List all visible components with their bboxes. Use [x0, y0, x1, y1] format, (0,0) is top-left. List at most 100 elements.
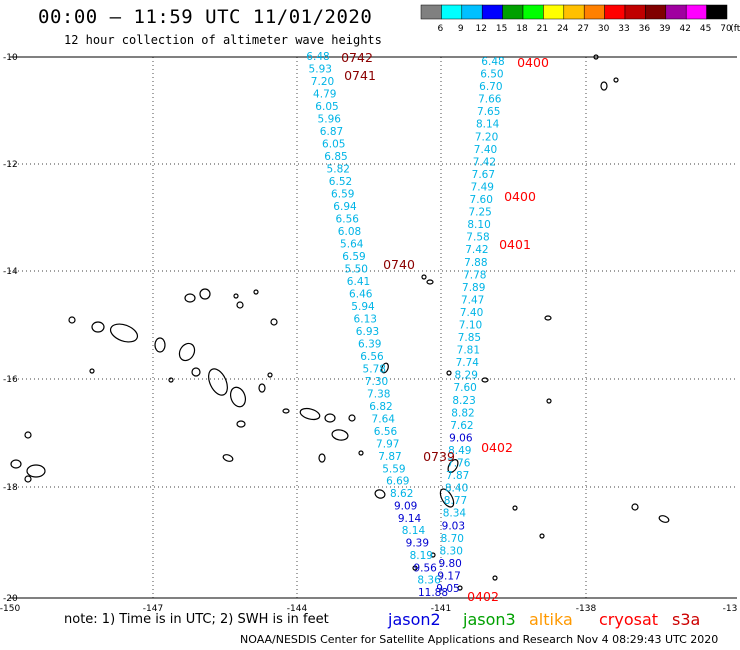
- color-swatch: [502, 4, 524, 20]
- swh-value-east: 7.49: [471, 181, 494, 193]
- time-label-east: 0402: [467, 589, 499, 604]
- y-tick-label: -10: [3, 53, 18, 63]
- swh-value-west: 6.59: [342, 251, 365, 263]
- swh-value-east: 7.20: [475, 131, 498, 143]
- swh-value-west: 6.13: [354, 314, 377, 326]
- swh-value-east: 8.77: [444, 495, 467, 507]
- swh-value-west: 6.59: [331, 189, 354, 201]
- island-outline: [299, 407, 321, 421]
- color-label: 6: [438, 24, 444, 34]
- color-scale-bar: 6 9 12 15 18 21 24 27 30 33 36 39 42 45 70(ft): [420, 4, 740, 34]
- swh-value-east: 9.05: [436, 583, 459, 595]
- axis-tick-labels: -150 -147 -144 -141 -138 -13 -10 -12 -14 -16 -18 -2…: [0, 53, 737, 614]
- swh-value-east: 7.66: [478, 94, 502, 106]
- swh-value-west: 6.93: [356, 326, 379, 338]
- y-tick-label: -20: [3, 594, 18, 604]
- swh-value-west: 5.82: [327, 164, 350, 176]
- swh-value-east: 8.40: [445, 483, 468, 495]
- island-outline: [253, 289, 259, 295]
- swh-value-east: 8.30: [440, 545, 463, 557]
- y-tick-label: -14: [3, 267, 18, 277]
- swh-value-west: 6.85: [324, 151, 347, 163]
- island-outline: [178, 342, 196, 362]
- swh-value-east: 7.60: [470, 194, 493, 206]
- island-outline: [258, 383, 266, 393]
- island-outline: [154, 337, 166, 353]
- swh-value-west: 7.38: [367, 389, 390, 401]
- island-outline: [481, 377, 489, 383]
- swh-value-east: 7.60: [453, 382, 476, 394]
- color-swatch: [583, 4, 605, 20]
- swh-value-west: 5.78: [363, 364, 386, 376]
- y-tick-label: -18: [3, 483, 18, 493]
- swh-value-east: 9.03: [442, 520, 465, 532]
- x-tick-label: -13: [723, 604, 738, 614]
- color-label: 18: [516, 24, 528, 34]
- legend-s3a: s3a: [672, 610, 701, 629]
- swh-value-west: 6.82: [369, 401, 392, 413]
- swh-value-west: 8.19: [410, 550, 433, 562]
- color-swatch: [706, 4, 728, 20]
- island-outline: [318, 453, 326, 463]
- swh-value-west: 6.48: [306, 51, 329, 63]
- island-outline: [381, 362, 389, 374]
- island-outline: [10, 459, 22, 469]
- swh-value-west: 7.87: [378, 451, 401, 463]
- swh-value-east: 8.14: [476, 119, 500, 131]
- color-swatch: [543, 4, 565, 20]
- island-outline: [236, 301, 244, 309]
- color-label: 15: [496, 24, 507, 34]
- island-outline: [267, 372, 273, 378]
- swh-value-west: 11.88: [418, 587, 448, 599]
- island-outline: [348, 414, 356, 422]
- swh-value-east: 8.23: [452, 395, 475, 407]
- island-outline: [421, 274, 427, 280]
- swh-value-east: 7.88: [464, 257, 487, 269]
- swh-value-west: 6.41: [347, 276, 370, 288]
- swh-value-east: 7.62: [450, 420, 473, 432]
- legend-jason3: jason3: [463, 610, 516, 629]
- island-outline: [447, 459, 459, 473]
- swh-value-west: 9.56: [413, 562, 437, 574]
- island-outline: [24, 475, 32, 483]
- swh-value-east: 8.29: [455, 370, 478, 382]
- legend-cryosat: cryosat: [599, 610, 659, 629]
- color-label: 39: [659, 24, 671, 34]
- island-outline: [374, 489, 386, 499]
- island-outline: [68, 316, 76, 324]
- island-outline: [446, 370, 452, 376]
- swh-value-west: 9.09: [394, 500, 417, 512]
- island-outline: [168, 377, 174, 383]
- island-outline: [546, 398, 552, 404]
- island-outline: [236, 420, 246, 428]
- swh-value-east: 8.34: [443, 508, 467, 520]
- island-outline: [270, 318, 278, 326]
- swh-value-west: 5.64: [340, 239, 364, 251]
- island-outline: [199, 288, 211, 300]
- legend-jason2: jason2: [388, 610, 441, 629]
- island-outline: [412, 565, 418, 571]
- map-title: 00:00 – 11:59 UTC 11/01/2020: [38, 6, 373, 28]
- color-label: 36: [639, 24, 651, 34]
- swh-value-east: 7.58: [466, 232, 489, 244]
- swh-value-east: 7.47: [461, 294, 484, 306]
- y-tick-label: -12: [3, 160, 18, 170]
- swh-value-west: 6.56: [360, 351, 384, 363]
- swh-value-west: 6.05: [315, 101, 338, 113]
- time-label-west: 0741: [344, 68, 376, 83]
- color-label: 42: [679, 24, 690, 34]
- color-swatch: [441, 4, 463, 20]
- swh-value-west: 9.39: [406, 538, 429, 550]
- color-label: 70: [720, 24, 732, 34]
- time-label-east: 0400: [504, 189, 536, 204]
- island-outline: [26, 464, 46, 478]
- swh-value-west: 5.59: [382, 463, 405, 475]
- swh-value-west: 7.64: [372, 414, 396, 426]
- swh-value-east: 7.87: [446, 470, 469, 482]
- swh-value-east: 7.67: [472, 169, 495, 181]
- island-outline: [492, 575, 498, 581]
- swh-value-east: 8.10: [467, 219, 490, 231]
- swh-value-west: 7.20: [311, 76, 334, 88]
- color-label: 27: [577, 24, 588, 34]
- swh-value-east: 7.42: [473, 156, 496, 168]
